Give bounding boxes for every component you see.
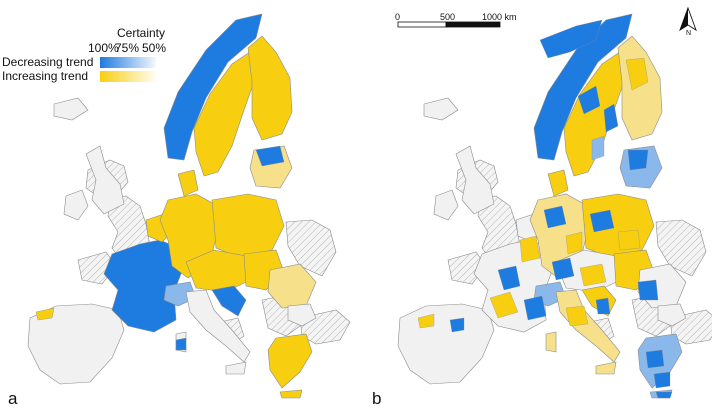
legend-decreasing-label: Decreasing trend bbox=[2, 55, 93, 69]
scale-bar: 0 500 1000 km bbox=[395, 12, 517, 28]
panel-letter-b: b bbox=[372, 389, 381, 408]
panel-letter-a: a bbox=[8, 389, 18, 408]
legend-level-50: 50% bbox=[142, 41, 166, 55]
north-arrow-icon: N bbox=[679, 6, 697, 37]
legend: Certainty 100% 75% 50% Decreasing trend … bbox=[2, 26, 166, 83]
legend-level-100: 100% bbox=[88, 41, 119, 55]
scale-tick-500: 500 bbox=[440, 12, 455, 22]
region-mark bbox=[175, 337, 187, 351]
north-label: N bbox=[686, 30, 691, 37]
legend-decreasing-swatch bbox=[100, 57, 156, 68]
map-panel-b bbox=[397, 13, 712, 399]
scale-tick-1000: 1000 km bbox=[482, 12, 517, 22]
legend-level-75: 75% bbox=[115, 41, 139, 55]
region-mark bbox=[35, 307, 55, 321]
regional-patches bbox=[417, 19, 673, 399]
legend-increasing-swatch bbox=[100, 71, 156, 82]
legend-title: Certainty bbox=[117, 26, 165, 40]
scale-tick-0: 0 bbox=[395, 12, 400, 22]
legend-increasing-label: Increasing trend bbox=[2, 69, 88, 83]
region-mark bbox=[255, 145, 285, 167]
map-panel-a bbox=[27, 13, 351, 399]
